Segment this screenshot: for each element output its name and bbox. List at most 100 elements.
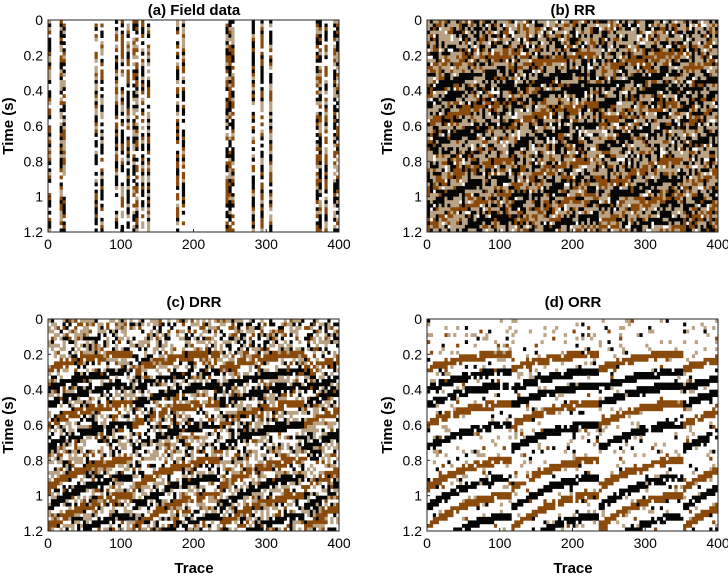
panel-b-sample-cell	[549, 23, 553, 28]
panel-b-sample-cell	[557, 210, 562, 215]
panel-b-sample-cell	[438, 224, 442, 229]
panel-b-sample-cell	[447, 37, 451, 42]
panel-a-sample-cell	[135, 168, 139, 173]
panel-b-sample-cell	[549, 55, 553, 60]
panel-b-sample-cell	[514, 65, 518, 70]
panel-b-sample-cell	[493, 41, 498, 46]
panel-a-sample-cell	[324, 23, 328, 28]
panel-a-sample-cell	[260, 73, 264, 77]
panel-b-sample-cell	[505, 51, 509, 56]
panel-b-sample-cell	[493, 101, 498, 106]
panel-b-sample-cell	[441, 115, 445, 120]
panel-b-sample-cell	[514, 44, 518, 49]
panel-a-sample-cell	[333, 182, 337, 187]
panel-b-sample-cell	[479, 179, 483, 183]
panel-b-sample-cell	[587, 44, 591, 49]
panel-b-sample-cell	[546, 90, 550, 95]
panel-b-sample-cell	[552, 108, 556, 113]
panel-b-sample-cell	[447, 189, 451, 194]
panel-b-sample-cell	[476, 97, 480, 102]
panel-b-sample-cell	[427, 136, 431, 141]
panel-b-sample-cell	[546, 217, 550, 222]
panel-b-sample-cell	[604, 210, 608, 215]
panel-b-sample-cell	[595, 150, 599, 155]
panel-b-sample-cell	[427, 20, 431, 24]
panel-a-sample-cell	[228, 37, 232, 42]
panel-b-sample-cell	[537, 136, 541, 141]
panel-b-sample-cell	[456, 157, 460, 162]
panel-a-sample-cell	[315, 126, 319, 130]
panel-b-sample-cell	[441, 182, 445, 187]
panel-a-sample-cell	[333, 118, 337, 123]
panel-b-sample-cell	[540, 164, 544, 169]
panel-b-sample-cell	[587, 20, 591, 24]
panel-b-sample-cell	[525, 133, 530, 137]
panel-b-sample-cell	[514, 104, 518, 109]
panel-b-sample-cell	[584, 193, 588, 197]
panel-b-sample-cell	[528, 168, 533, 173]
panel-a-sample-cell	[315, 186, 319, 190]
panel-b-sample-cell	[453, 129, 457, 134]
panel-b-sample-cell	[511, 23, 515, 28]
panel-b-sample-cell	[607, 168, 611, 173]
panel-b-sample-cell	[525, 193, 530, 197]
panel-a-sample-cell	[141, 41, 145, 46]
panel-b-sample-cell	[607, 171, 611, 176]
panel-b-sample-cell	[546, 196, 550, 201]
panel-a-sample-cell	[269, 179, 273, 183]
panel-a-sample-cell	[135, 48, 139, 53]
panel-a-sample-cell	[126, 147, 130, 152]
panel-b-sample-cell	[595, 210, 599, 215]
panel-b-sample-cell	[589, 115, 594, 120]
panel-b-sample-cell	[621, 55, 626, 60]
panel-a-sample-cell	[120, 136, 124, 141]
panel-b-sample-cell	[604, 44, 608, 49]
panel-b-sample-cell	[549, 94, 553, 99]
panel-a-sample-cell	[225, 221, 229, 226]
panel-a-sample-cell	[251, 193, 255, 197]
panel-a-sample-cell	[231, 200, 235, 205]
panel-b-sample-cell	[427, 94, 431, 99]
panel-b-sample-cell	[467, 94, 471, 99]
panel-a-sample-cell	[260, 41, 264, 46]
panel-b-sample-cell	[589, 87, 594, 91]
panel-b-sample-cell	[555, 48, 559, 53]
panel-b-sample-cell	[613, 51, 617, 56]
panel-a-sample-cell	[333, 143, 337, 148]
panel-a-sample-cell	[269, 41, 273, 46]
panel-a-sample-cell	[146, 157, 151, 162]
panel-b-sample-cell	[613, 203, 617, 208]
panel-b-sample-cell	[482, 62, 486, 67]
panel-b-sample-cell	[557, 27, 562, 31]
panel-b-sample-cell	[555, 55, 559, 60]
panel-a-sample-cell	[120, 37, 124, 42]
panel-b-sample-cell	[461, 20, 466, 24]
panel-a-sample-cell	[146, 179, 151, 183]
panel-b-sample-cell	[613, 186, 617, 190]
panel-b-sample-cell	[502, 115, 506, 120]
panel-b-sample-cell	[456, 115, 460, 120]
panel-b-sample-cell	[491, 210, 495, 215]
panel-a-sample-cell	[146, 133, 151, 137]
panel-b-sample-cell	[543, 136, 547, 141]
panel-a-sample-cell	[324, 182, 328, 187]
panel-b-sample-cell	[595, 118, 599, 123]
panel-a-sample-cell	[132, 143, 136, 148]
panel-a-sample-cell	[146, 193, 151, 197]
panel-b-sample-cell	[546, 115, 550, 120]
panel-b-sample-cell	[575, 122, 579, 127]
panel-b-sample-cell	[520, 37, 524, 42]
panel-a-sample-cell	[62, 200, 66, 205]
panel-b-sample-cell	[607, 182, 611, 187]
panel-b-sample-cell	[616, 55, 620, 60]
panel-a-sample-cell	[231, 83, 235, 88]
panel-b-sample-cell	[517, 126, 521, 130]
panel-b-sample-cell	[432, 62, 437, 67]
panel-b-sample-cell	[537, 111, 541, 116]
panel-b-sample-cell	[543, 65, 547, 70]
panel-b-sample-cell	[555, 97, 559, 102]
panel-b-sample-cell	[610, 175, 614, 180]
panel-b-sample-cell	[584, 69, 588, 74]
panel-b-sample-cell	[429, 214, 434, 219]
panel-b-sample-cell	[531, 73, 535, 77]
